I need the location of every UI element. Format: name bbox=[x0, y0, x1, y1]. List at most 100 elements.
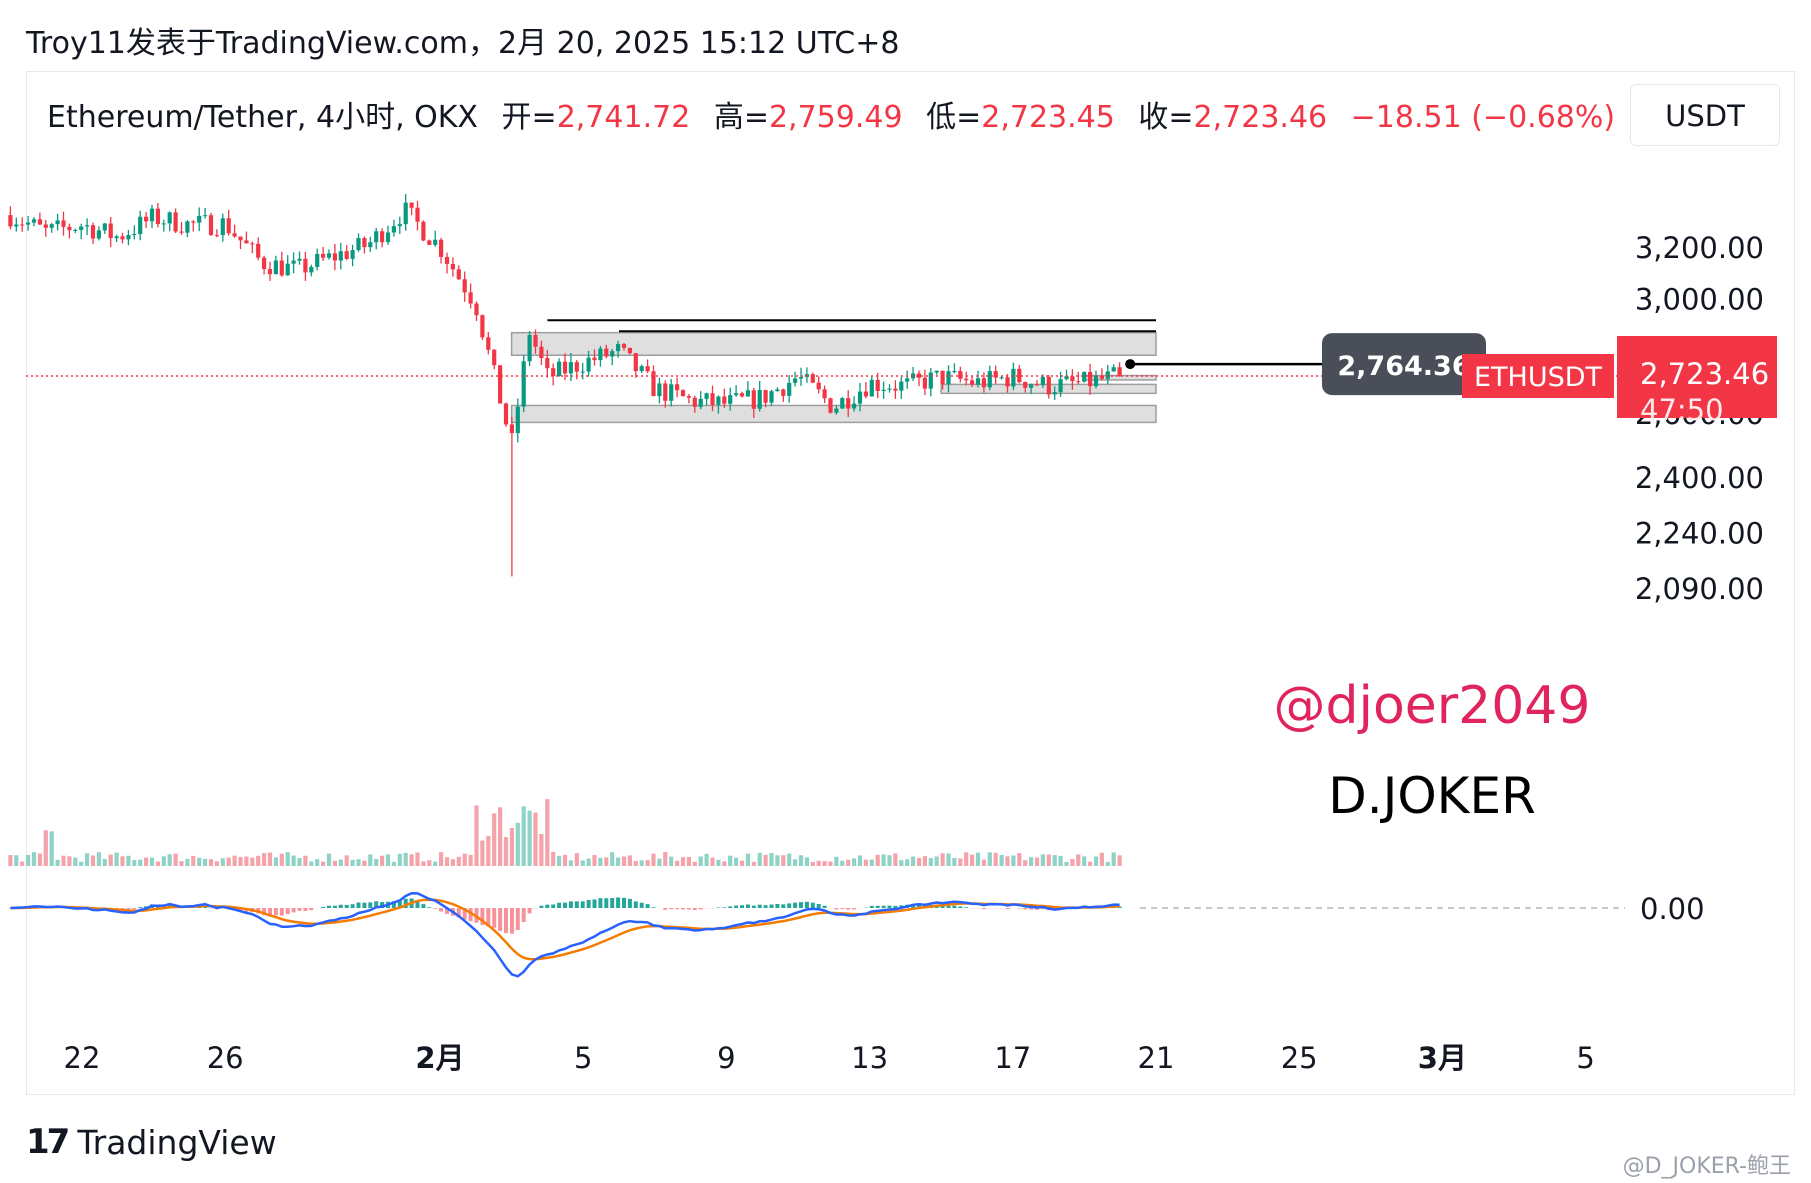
candle-body bbox=[1082, 371, 1087, 382]
volume-bar bbox=[893, 853, 898, 866]
volume-bar bbox=[197, 857, 202, 866]
candle-body bbox=[1064, 376, 1069, 380]
volume-bar bbox=[321, 861, 326, 866]
candle-body bbox=[745, 390, 750, 397]
candle-body bbox=[291, 260, 296, 264]
volume-bar bbox=[616, 857, 621, 866]
macd-histogram-bar bbox=[804, 901, 809, 908]
currency-button[interactable]: USDT bbox=[1630, 84, 1780, 146]
volume-bar bbox=[946, 853, 951, 866]
close-label: 收= bbox=[1138, 100, 1194, 135]
candle-body bbox=[179, 231, 184, 233]
volume-bar bbox=[958, 858, 963, 866]
volume-bar bbox=[557, 855, 562, 866]
macd-histogram-bar bbox=[456, 908, 461, 918]
macd-histogram-bar bbox=[952, 905, 957, 908]
candle-body bbox=[810, 374, 815, 383]
volume-bar bbox=[273, 857, 278, 866]
volume-bar bbox=[1093, 856, 1099, 866]
candle-body bbox=[155, 208, 160, 225]
candle-body bbox=[344, 251, 349, 259]
volume-bar bbox=[1105, 861, 1110, 866]
volume-bar bbox=[621, 856, 627, 866]
candle-body bbox=[739, 393, 745, 397]
candle-body bbox=[73, 229, 78, 231]
macd-histogram-bar bbox=[981, 908, 986, 910]
macd-histogram-bar bbox=[822, 905, 827, 908]
candle-body bbox=[722, 396, 727, 404]
volume-bar bbox=[804, 857, 809, 866]
candle-body bbox=[680, 390, 686, 397]
volume-bar bbox=[863, 859, 868, 866]
volume-bar bbox=[285, 852, 290, 866]
candle-body bbox=[203, 215, 208, 217]
volume-bar bbox=[362, 860, 367, 866]
macd-histogram-bar bbox=[1029, 908, 1034, 910]
macd-histogram-bar bbox=[675, 908, 680, 910]
macd-histogram-bar bbox=[515, 908, 520, 931]
candle-body bbox=[374, 231, 379, 243]
volume-bar bbox=[710, 857, 715, 866]
high-label: 高= bbox=[713, 100, 769, 135]
candle-body bbox=[421, 221, 426, 241]
candle-body bbox=[899, 381, 904, 391]
volume-bar bbox=[657, 858, 662, 866]
volume-bar bbox=[663, 852, 668, 866]
candle-body bbox=[161, 223, 166, 225]
candle-body bbox=[734, 393, 739, 396]
tradingview-logo[interactable]: 17 TradingView bbox=[26, 1122, 277, 1162]
candle-body bbox=[391, 226, 396, 233]
volume-bar bbox=[480, 840, 485, 866]
volume-bar bbox=[993, 852, 998, 866]
volume-bar bbox=[828, 861, 833, 866]
volume-bar bbox=[1046, 854, 1051, 866]
candle-body bbox=[1040, 376, 1045, 386]
volume-bar bbox=[916, 857, 922, 866]
macd-histogram-bar bbox=[126, 908, 131, 910]
candle-body bbox=[303, 258, 308, 273]
volume-bar bbox=[244, 856, 249, 866]
time-tick-label: 9 bbox=[717, 1041, 735, 1075]
volume-bar bbox=[533, 812, 538, 866]
macd-histogram-bar bbox=[627, 898, 632, 908]
volume-bar bbox=[680, 857, 686, 866]
macd-histogram-bar bbox=[439, 908, 444, 912]
volume-bar bbox=[857, 855, 863, 866]
candle-body bbox=[439, 239, 444, 257]
candle-body bbox=[503, 403, 509, 425]
macd-histogram-bar bbox=[327, 905, 331, 908]
candle-body bbox=[881, 389, 886, 391]
macd-histogram-bar bbox=[592, 899, 597, 908]
candle-body bbox=[96, 230, 101, 239]
macd-histogram-bar bbox=[427, 907, 432, 908]
volume-bar bbox=[604, 857, 609, 866]
volume-bar bbox=[303, 855, 308, 866]
macd-histogram-bar bbox=[681, 908, 685, 910]
volume-bar bbox=[734, 857, 739, 866]
volume-bar bbox=[132, 860, 137, 866]
candle-body bbox=[698, 398, 703, 407]
volume-bar bbox=[816, 860, 821, 866]
volume-bar bbox=[1088, 861, 1093, 866]
candle-body bbox=[1052, 392, 1057, 395]
macd-histogram-bar bbox=[480, 908, 485, 925]
time-tick-label: 3月 bbox=[1418, 1041, 1467, 1075]
candle-body bbox=[627, 347, 632, 354]
volume-bar bbox=[1082, 856, 1087, 866]
volume-bar bbox=[356, 859, 361, 866]
candle-body bbox=[751, 390, 756, 409]
volume-bar bbox=[739, 860, 745, 866]
volume-bar bbox=[905, 859, 910, 866]
macd-histogram-bar bbox=[445, 908, 449, 914]
macd-histogram-bar bbox=[692, 908, 697, 911]
volume-bar bbox=[90, 855, 96, 866]
candle-body bbox=[946, 371, 951, 385]
candle-body bbox=[409, 202, 414, 208]
volume-bar bbox=[474, 805, 479, 866]
candle-body bbox=[49, 224, 54, 228]
macd-histogram-bar bbox=[568, 901, 573, 908]
volume-bar bbox=[26, 854, 31, 866]
volume-bar bbox=[527, 810, 532, 866]
candle-body bbox=[126, 235, 131, 240]
